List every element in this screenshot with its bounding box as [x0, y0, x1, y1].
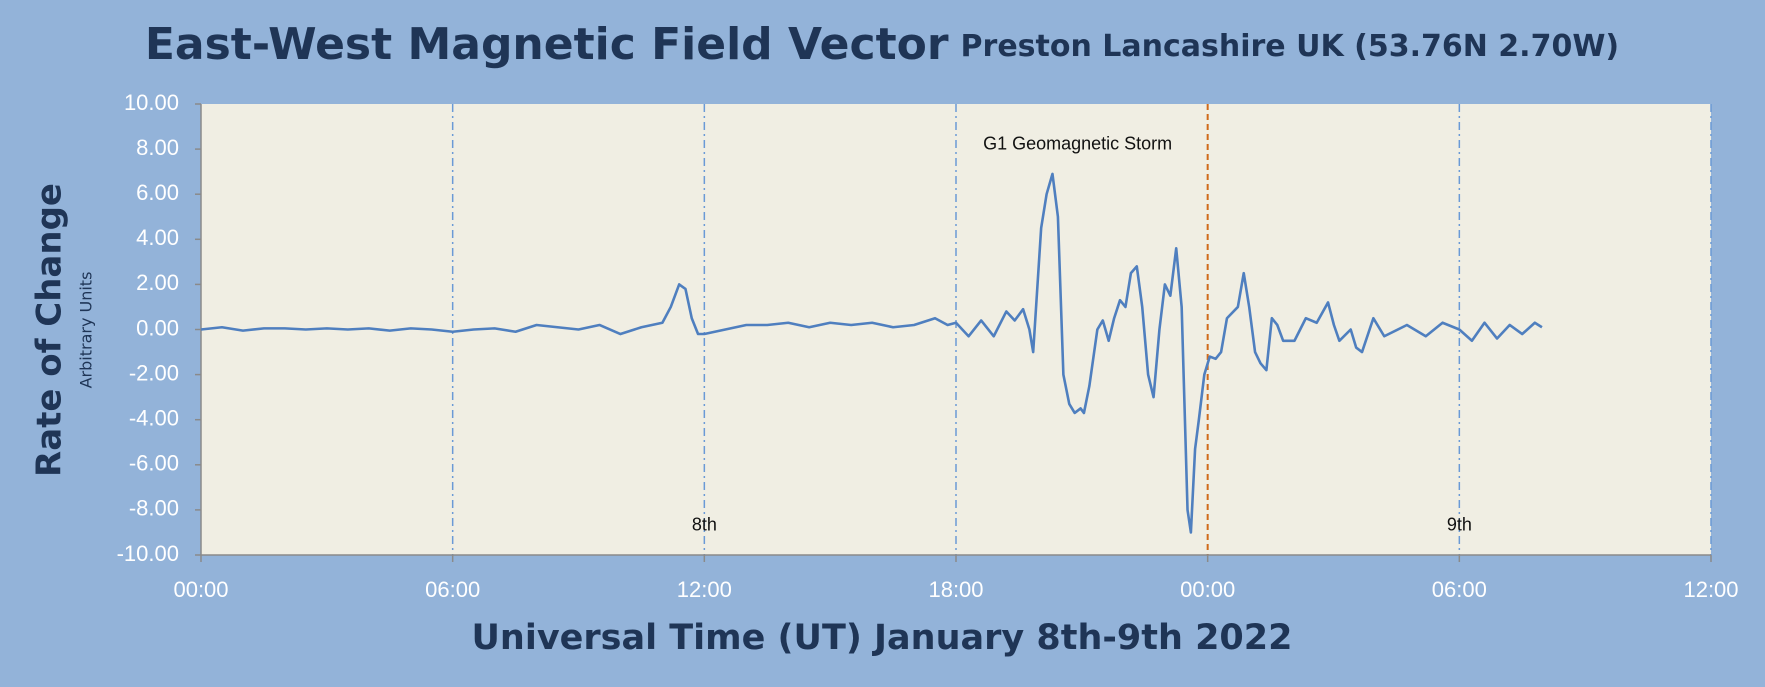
chart-subtitle: Preston Lancashire UK (53.76N 2.70W)	[961, 29, 1620, 64]
y-axis-title: Rate of Change	[30, 183, 70, 477]
x-tick-label: 12:00	[677, 577, 732, 602]
y-tick-label: -10.00	[117, 541, 179, 566]
y-tick-label: -2.00	[129, 360, 179, 385]
annotation: 9th	[1447, 514, 1472, 534]
y-tick-label: 10.00	[124, 90, 179, 115]
data-line	[200, 172, 1543, 534]
chart-title-group: East-West Magnetic Field Vector Preston L…	[145, 19, 1619, 70]
x-tick-label: 06:00	[425, 577, 480, 602]
x-tick-label: 06:00	[1432, 577, 1487, 602]
x-tick-label: 00:00	[1180, 577, 1235, 602]
y-axis-subtitle: Arbitrary Units	[77, 272, 96, 389]
y-tick-label: 0.00	[136, 315, 179, 340]
annotation: G1 Geomagnetic Storm	[983, 133, 1172, 153]
chart-title: East-West Magnetic Field Vector	[145, 19, 949, 70]
x-axis-title: Universal Time (UT) January 8th-9th 2022	[472, 618, 1293, 658]
x-tick-label: 00:00	[173, 577, 228, 602]
y-tick-label: 6.00	[136, 180, 179, 205]
x-tick-label: 12:00	[1683, 577, 1738, 602]
y-tick-label: -4.00	[129, 406, 179, 431]
y-tick-label: -6.00	[129, 451, 179, 476]
annotation: 8th	[692, 514, 717, 534]
y-tick-label: 8.00	[136, 135, 179, 160]
y-tick-label: 2.00	[136, 270, 179, 295]
y-tick-label: 4.00	[136, 225, 179, 250]
x-tick-label: 18:00	[928, 577, 983, 602]
y-tick-label: -8.00	[129, 496, 179, 521]
